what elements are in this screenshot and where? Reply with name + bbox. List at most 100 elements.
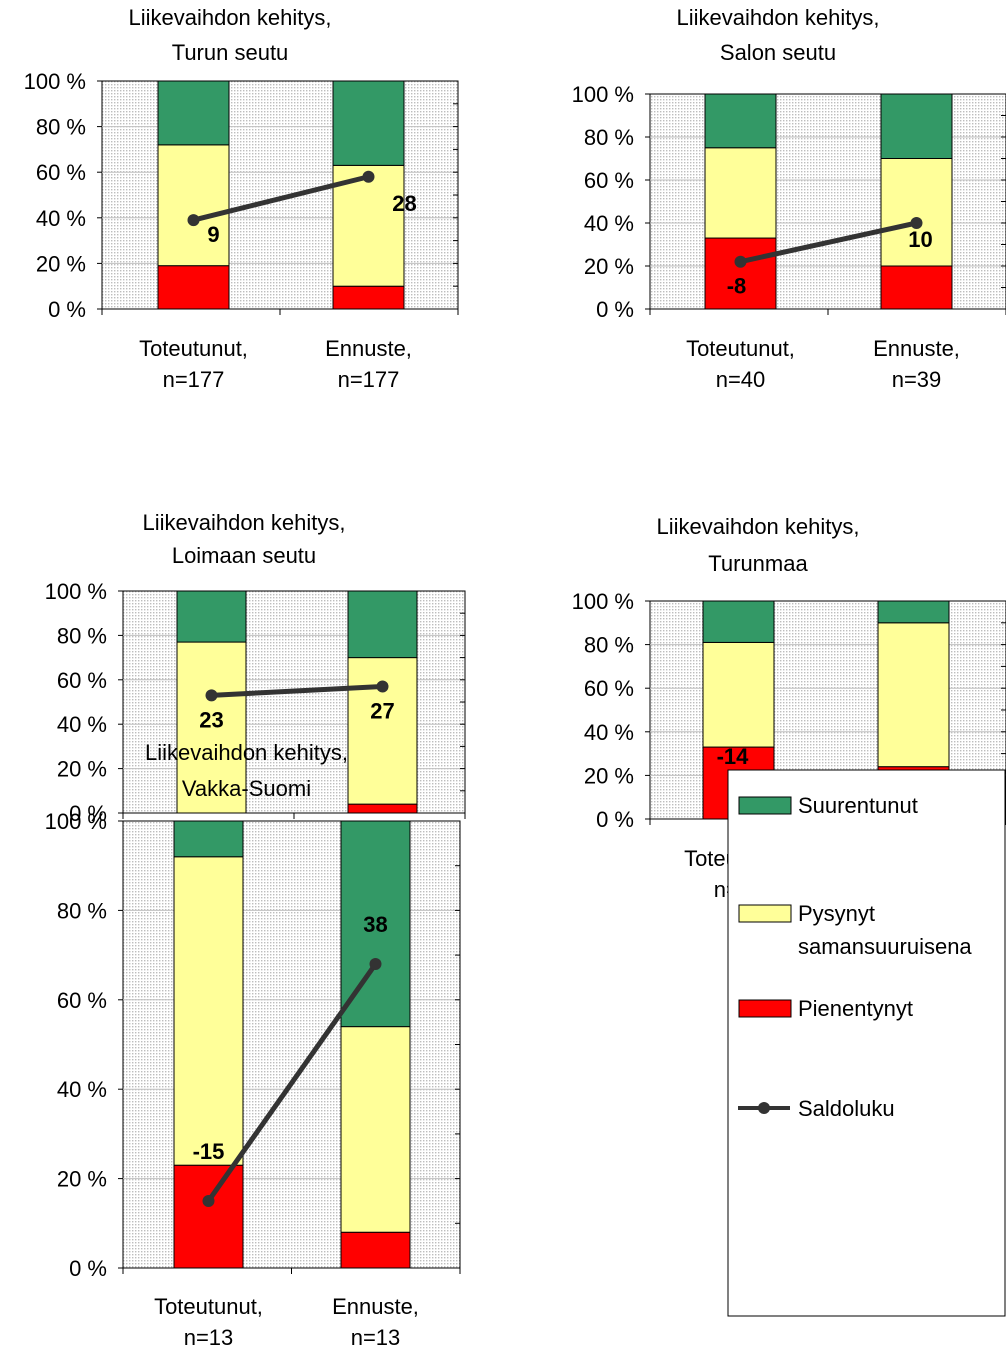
y-tick-label: 100 % <box>572 589 634 614</box>
y-tick-label: 20 % <box>584 763 634 788</box>
chart-1: Liikevaihdon kehitys, Turun seutu 0 % 20 % 4… <box>24 5 459 392</box>
saldo-label: 9 <box>207 222 219 247</box>
y-tick-label: 0 % <box>596 807 634 832</box>
legend-label: samansuuruisena <box>798 934 972 959</box>
y-tick-label: 80 % <box>36 115 86 140</box>
chart-title-line: Vakka-Suomi <box>182 776 311 801</box>
bar-segment-suurentunut <box>173 820 244 858</box>
saldo-point <box>910 217 923 229</box>
bar-segment-pysynyt <box>880 158 953 267</box>
x-category-label: Toteutunut, <box>686 336 795 361</box>
chart-5: Liikevaihdon kehitys, Vakka-Suomi 0 % 20 % 4… <box>45 740 461 1350</box>
y-tick-label: 100 % <box>45 809 107 834</box>
plot-area <box>649 93 1006 310</box>
saldo-label: 23 <box>199 707 223 732</box>
saldo-point <box>205 689 218 702</box>
saldo-label: -15 <box>193 1139 225 1164</box>
y-tick-label: 0 % <box>69 801 107 826</box>
x-category-label: n=177 <box>163 367 225 392</box>
y-tick-label: 60 % <box>57 668 107 693</box>
y-tick-label: 100 % <box>45 579 107 604</box>
legend-label: Pysynyt <box>798 901 875 926</box>
chart-title-line: Liikevaihdon kehitys, <box>142 510 345 535</box>
saldo-point <box>362 170 375 183</box>
bar-segment-pienentynyt <box>347 803 418 814</box>
y-tick-label: 60 % <box>584 168 634 193</box>
chart-2: Liikevaihdon kehitys, Salon seutu 0 % 20 % 4… <box>572 5 1006 392</box>
bar-segment-suurentunut <box>176 590 247 643</box>
saldo-point <box>202 1194 215 1207</box>
saldo-point <box>376 680 389 693</box>
saldo-line <box>191 174 371 223</box>
bar-segment-pienentynyt <box>157 265 230 310</box>
saldo-label: -14 <box>717 744 750 769</box>
y-tick-label: 60 % <box>57 988 107 1013</box>
legend-frame <box>727 769 1006 1317</box>
saldo-label: 38 <box>363 912 387 937</box>
bar-segment-pysynyt <box>173 856 244 1166</box>
x-category-label: Ennuste, <box>325 336 412 361</box>
saldo-label: -8 <box>727 274 747 299</box>
chart-title-line: Liikevaihdon kehitys, <box>145 740 348 765</box>
x-category-label: n=177 <box>338 367 400 392</box>
bar-segment-pysynyt <box>176 641 247 814</box>
bar-segment-pysynyt <box>340 1026 411 1233</box>
y-tick-label: 100 % <box>572 82 634 107</box>
legend: Suurentunut Pysynyt samansuuruisena Pienent… <box>727 769 1006 1317</box>
chart-title-line: Loimaan seutu <box>172 543 316 568</box>
y-tick-label: 0 % <box>69 1256 107 1281</box>
bar-segment-pysynyt <box>157 144 230 267</box>
legend-label: Pienentynyt <box>798 996 913 1021</box>
bar-segment-pysynyt <box>877 622 950 768</box>
saldo-label: 28 <box>392 191 416 216</box>
y-tick-label: 80 % <box>584 633 634 658</box>
y-tick-label: 60 % <box>36 160 86 185</box>
legend-swatch <box>738 796 792 815</box>
legend-item-suurentunut: Suurentunut <box>738 793 918 818</box>
bar-segment-pienentynyt <box>704 237 777 310</box>
saldo-line <box>738 220 919 265</box>
legend-item-pysynyt: Pysynyt samansuuruisena <box>738 901 972 959</box>
y-tick-label: 40 % <box>57 712 107 737</box>
y-tick-label: 40 % <box>57 1077 107 1102</box>
y-tick-label: 40 % <box>584 720 634 745</box>
x-category-label: n=13 <box>351 1325 401 1350</box>
y-tick-label: 20 % <box>584 254 634 279</box>
legend-marker <box>758 1102 770 1114</box>
saldo-point <box>187 214 200 227</box>
y-tick-label: 0 % <box>596 297 634 322</box>
bar-segment-pienentynyt <box>173 1164 244 1269</box>
bar-segment-suurentunut <box>704 93 777 149</box>
saldo-line <box>206 961 378 1204</box>
x-category-label: Toteutunut, <box>154 1294 263 1319</box>
x-category-label: Ennuste, <box>873 336 960 361</box>
bar-segment-pysynyt <box>704 147 777 239</box>
chart-title-line: Salon seutu <box>720 40 836 65</box>
saldo-line <box>209 683 385 698</box>
bar-segment-pienentynyt <box>880 265 953 310</box>
legend-label: Suurentunut <box>798 793 918 818</box>
y-tick-label: 40 % <box>584 211 634 236</box>
saldo-label: 10 <box>908 227 932 252</box>
legend-item-pienentynyt: Pienentynyt <box>738 996 913 1021</box>
y-tick-label: 40 % <box>36 206 86 231</box>
chart-title-line: Turun seutu <box>172 40 289 65</box>
bar-segment-pysynyt <box>702 641 775 748</box>
y-tick-label: 20 % <box>57 757 107 782</box>
y-tick-label: 0 % <box>48 297 86 322</box>
bar-segment-suurentunut <box>332 80 405 166</box>
x-category-label: n=13 <box>184 1325 234 1350</box>
chart-title-line: Liikevaihdon kehitys, <box>128 5 331 30</box>
saldo-point <box>734 255 747 268</box>
bar-segment-suurentunut <box>347 590 418 659</box>
x-category-label: Ennuste, <box>332 1294 419 1319</box>
legend-swatch <box>738 904 792 923</box>
y-tick-label: 100 % <box>24 69 86 94</box>
chart-title-line: Liikevaihdon kehitys, <box>676 5 879 30</box>
y-tick-label: 20 % <box>36 251 86 276</box>
chart-title-line: Turunmaa <box>708 551 808 576</box>
bar-segment-suurentunut <box>877 600 950 624</box>
y-tick-label: 80 % <box>57 898 107 923</box>
x-category-label: Toteutunut, <box>139 336 248 361</box>
y-tick-label: 20 % <box>57 1167 107 1192</box>
